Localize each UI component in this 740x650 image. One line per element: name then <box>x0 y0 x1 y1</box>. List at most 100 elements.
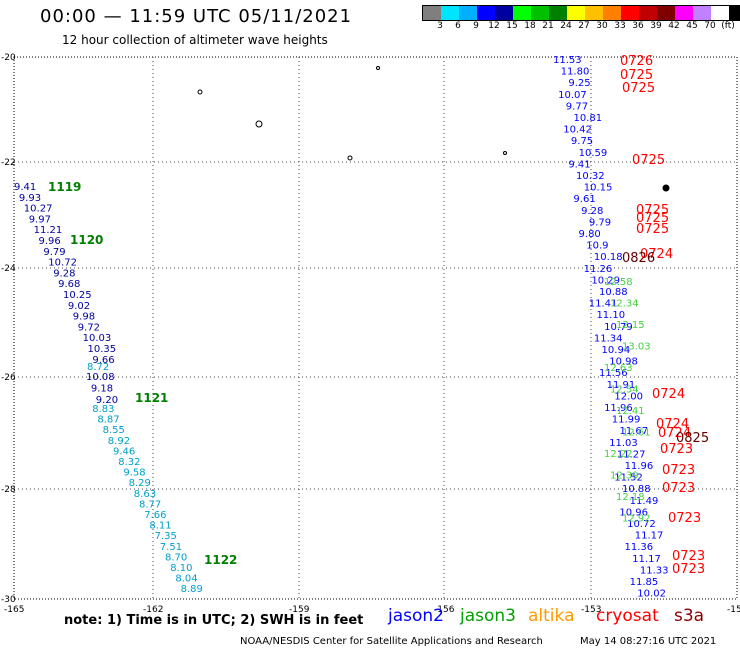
wave-height-label: 11.80 <box>561 67 590 78</box>
island-outline <box>503 151 507 155</box>
pass-time-label: 0725 <box>636 211 669 226</box>
footer-note: note: 1) Time is in UTC; 2) SWH is in fe… <box>64 613 364 628</box>
legend-label: 24 <box>560 21 572 31</box>
wave-height-label: 9.68 <box>58 279 80 290</box>
legend-swatch <box>441 6 459 20</box>
wave-height-label: 8.87 <box>97 415 119 426</box>
wave-height-label: 9.96 <box>39 236 61 247</box>
y-tick-label: -28 <box>1 485 16 495</box>
wave-height-label: 11.52 <box>614 473 643 484</box>
wave-height-label: 11.67 <box>619 426 648 437</box>
legend-label: 36 <box>632 21 644 31</box>
wave-height-label: 12.92 <box>622 514 651 525</box>
wave-height-label: 10.32 <box>576 171 605 182</box>
wave-height-label: 10.96 <box>619 507 648 518</box>
wave-height-label: 10.42 <box>563 125 592 136</box>
wave-height-label: 11.33 <box>640 565 669 576</box>
mission-label-altika: altika <box>528 606 575 626</box>
pass-time-label: 0725 <box>632 153 665 168</box>
legend-swatch <box>729 6 740 20</box>
wave-height-label: 9.28 <box>53 268 75 279</box>
wave-height-label: 10.88 <box>599 287 628 298</box>
wave-height-label: 11.17 <box>635 531 664 542</box>
wave-height-label: 8.77 <box>139 499 161 510</box>
wave-height-label: 7.51 <box>160 542 182 553</box>
wave-height-label: 8.92 <box>108 436 130 447</box>
wave-height-label: 12.41 <box>616 406 645 417</box>
wave-height-label: 9.46 <box>113 446 135 457</box>
map-subtitle: 12 hour collection of altimeter wave hei… <box>62 33 328 47</box>
wave-height-label: 9.61 <box>573 194 595 205</box>
wave-height-label: 8.83 <box>92 404 114 415</box>
wave-height-label: 9.58 <box>123 468 145 479</box>
map-title: 00:00 — 11:59 UTC 05/11/2021 <box>40 6 353 27</box>
pass-time-label: 1121 <box>135 391 168 405</box>
pass-time-label: 0725 <box>636 203 669 218</box>
wave-height-label: 10.08 <box>86 372 115 383</box>
pass-time-label: 0726 <box>620 54 653 69</box>
wave-height-label: 10.15 <box>584 183 613 194</box>
wave-height-label: 11.85 <box>630 577 659 588</box>
wave-height-label: 7.66 <box>144 510 166 521</box>
wave-height-label: 10.07 <box>558 90 587 101</box>
legend-swatch <box>711 6 729 20</box>
legend-swatch <box>495 6 513 20</box>
wave-height-label: 11.96 <box>625 461 654 472</box>
wave-height-label: 9.41 <box>14 182 36 193</box>
wave-height-label: 10.79 <box>604 322 633 333</box>
wave-height-label: 8.63 <box>134 489 156 500</box>
pass-time-label: 0723 <box>660 442 693 457</box>
wave-height-label: 13.03 <box>622 342 651 353</box>
y-tick-label: -20 <box>1 53 16 63</box>
pass-time-label: 0723 <box>668 511 701 526</box>
wave-height-label: 10.35 <box>88 344 117 355</box>
legend-swatch <box>603 6 621 20</box>
wave-height-label: 10.88 <box>622 484 651 495</box>
wave-height-label: 10.29 <box>591 275 620 286</box>
pass-time-label: 0725 <box>636 222 669 237</box>
x-tick-label: -156 <box>434 605 455 615</box>
legend-swatch <box>567 6 585 20</box>
legend-swatch <box>477 6 495 20</box>
x-tick-label: -162 <box>143 605 163 615</box>
mission-label-jason2: jason2 <box>388 606 444 626</box>
y-tick-label: -30 <box>1 595 16 605</box>
legend-swatch <box>531 6 549 20</box>
wave-height-label: 10.02 <box>637 589 666 600</box>
wave-height-label: 9.41 <box>568 159 590 170</box>
x-tick-label: -15 <box>727 605 740 615</box>
wave-height-label: 11.27 <box>617 449 646 460</box>
wave-height-label: 12.58 <box>604 277 633 288</box>
x-tick-label: -165 <box>4 605 24 615</box>
wave-height-label: 10.9 <box>586 241 608 252</box>
legend-label: 18 <box>524 21 536 31</box>
wave-height-label: 12.15 <box>616 320 645 331</box>
wave-height-label: 8.89 <box>181 584 203 595</box>
color-scale-legend <box>422 5 740 21</box>
pass-time-label: 1120 <box>70 233 103 247</box>
y-tick-label: -22 <box>1 158 16 168</box>
wave-height-label: 9.18 <box>91 384 113 395</box>
timestamp-text: May 14 08:27:16 UTC 2021 <box>580 636 717 647</box>
pass-time-label: 0724 <box>658 426 691 441</box>
wave-height-label: 10.98 <box>609 357 638 368</box>
credit-text: NOAA/NESDIS Center for Satellite Applica… <box>240 636 543 647</box>
wave-height-label: 10.27 <box>24 204 53 215</box>
pass-time-label: 0723 <box>662 481 695 496</box>
wave-height-label: 9.66 <box>92 355 114 366</box>
wave-height-label: 10.81 <box>574 113 603 124</box>
pass-time-label: 0723 <box>672 562 705 577</box>
x-tick-label: -153 <box>581 605 601 615</box>
wave-height-label: 11.53 <box>553 55 582 66</box>
legend-swatch <box>621 6 639 20</box>
legend-label: 21 <box>542 21 554 31</box>
legend-swatch <box>657 6 675 20</box>
wave-height-label: 10.03 <box>83 333 112 344</box>
y-tick-label: -24 <box>1 264 16 274</box>
wave-height-label: 11.41 <box>589 299 618 310</box>
legend-label: 33 <box>614 21 626 31</box>
mission-label-s3a: s3a <box>674 606 705 626</box>
wave-height-label: 9.97 <box>29 214 51 225</box>
wave-height-label: 10.72 <box>48 258 77 269</box>
